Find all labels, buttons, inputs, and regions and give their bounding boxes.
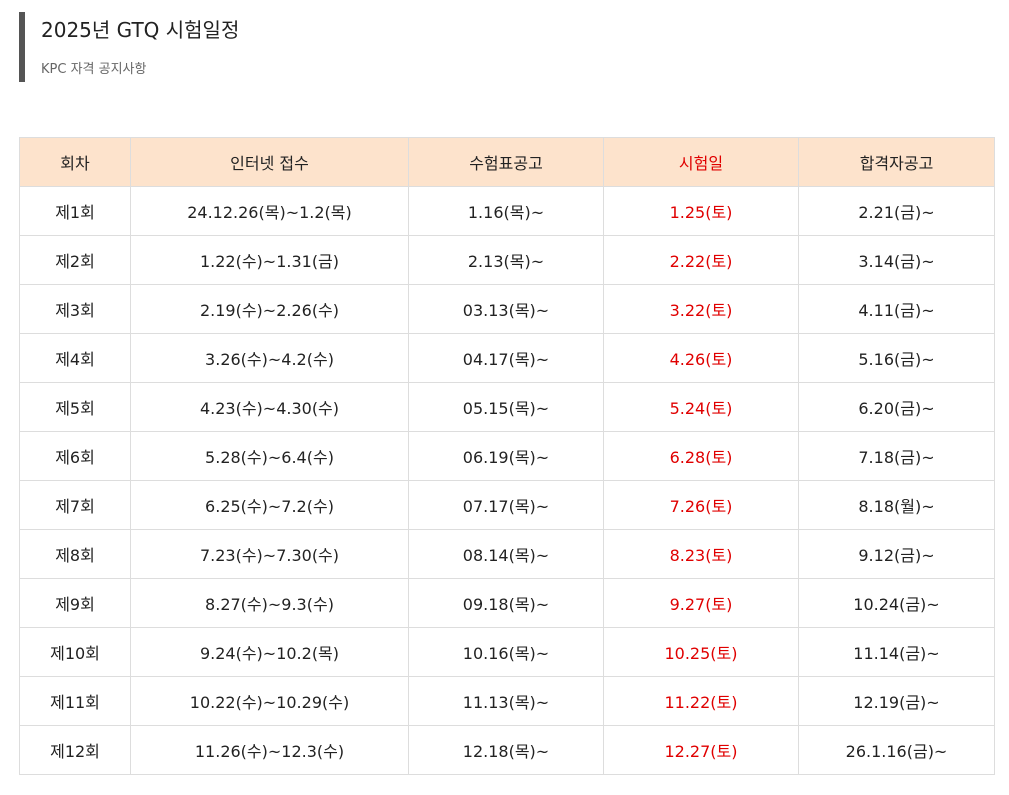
table-row: 제9회 8.27(수)~9.3(수) 09.18(목)~ 9.27(토) 10.…: [19, 578, 995, 628]
table-row: 제11회 10.22(수)~10.29(수) 11.13(목)~ 11.22(토…: [19, 676, 995, 726]
column-header-admission-ticket: 수험표공고: [408, 137, 604, 187]
cell-online-registration: 1.22(수)~1.31(금): [130, 235, 409, 285]
cell-exam-date: 10.25(토): [603, 627, 799, 677]
cell-admission-ticket: 04.17(목)~: [408, 333, 604, 383]
table-row: 제3회 2.19(수)~2.26(수) 03.13(목)~ 3.22(토) 4.…: [19, 284, 995, 334]
cell-exam-date: 6.28(토): [603, 431, 799, 481]
cell-online-registration: 5.28(수)~6.4(수): [130, 431, 409, 481]
cell-result-announcement: 11.14(금)~: [798, 627, 995, 677]
cell-result-announcement: 7.18(금)~: [798, 431, 995, 481]
cell-admission-ticket: 06.19(목)~: [408, 431, 604, 481]
cell-online-registration: 9.24(수)~10.2(목): [130, 627, 409, 677]
page-subtitle: KPC 자격 공지사항: [41, 62, 147, 77]
cell-admission-ticket: 05.15(목)~: [408, 382, 604, 432]
page-header: 2025년 GTQ 시험일정 KPC 자격 공지사항: [19, 12, 239, 82]
cell-online-registration: 7.23(수)~7.30(수): [130, 529, 409, 579]
column-header-round: 회차: [19, 137, 131, 187]
cell-exam-date: 11.22(토): [603, 676, 799, 726]
cell-result-announcement: 6.20(금)~: [798, 382, 995, 432]
table-row: 제8회 7.23(수)~7.30(수) 08.14(목)~ 8.23(토) 9.…: [19, 529, 995, 579]
cell-exam-date: 4.26(토): [603, 333, 799, 383]
cell-result-announcement: 3.14(금)~: [798, 235, 995, 285]
cell-exam-date: 2.22(토): [603, 235, 799, 285]
cell-exam-date: 5.24(토): [603, 382, 799, 432]
cell-result-announcement: 12.19(금)~: [798, 676, 995, 726]
cell-round: 제5회: [19, 382, 131, 432]
cell-round: 제1회: [19, 186, 131, 236]
cell-exam-date: 12.27(토): [603, 725, 799, 775]
cell-online-registration: 24.12.26(목)~1.2(목): [130, 186, 409, 236]
cell-result-announcement: 5.16(금)~: [798, 333, 995, 383]
table-row: 제7회 6.25(수)~7.2(수) 07.17(목)~ 7.26(토) 8.1…: [19, 480, 995, 530]
cell-admission-ticket: 12.18(목)~: [408, 725, 604, 775]
cell-result-announcement: 9.12(금)~: [798, 529, 995, 579]
cell-round: 제3회: [19, 284, 131, 334]
table-row: 제6회 5.28(수)~6.4(수) 06.19(목)~ 6.28(토) 7.1…: [19, 431, 995, 481]
table-header-row: 회차 인터넷 접수 수험표공고 시험일 합격자공고: [19, 137, 995, 187]
table-row: 제1회 24.12.26(목)~1.2(목) 1.16(목)~ 1.25(토) …: [19, 186, 995, 236]
cell-exam-date: 8.23(토): [603, 529, 799, 579]
cell-online-registration: 10.22(수)~10.29(수): [130, 676, 409, 726]
table-row: 제12회 11.26(수)~12.3(수) 12.18(목)~ 12.27(토)…: [19, 725, 995, 775]
cell-exam-date: 7.26(토): [603, 480, 799, 530]
table-row: 제2회 1.22(수)~1.31(금) 2.13(목)~ 2.22(토) 3.1…: [19, 235, 995, 285]
cell-admission-ticket: 10.16(목)~: [408, 627, 604, 677]
cell-online-registration: 3.26(수)~4.2(수): [130, 333, 409, 383]
column-header-exam-date: 시험일: [603, 137, 799, 187]
exam-schedule-table: 회차 인터넷 접수 수험표공고 시험일 합격자공고 제1회 24.12.26(목…: [19, 137, 995, 775]
cell-round: 제12회: [19, 725, 131, 775]
table-row: 제4회 3.26(수)~4.2(수) 04.17(목)~ 4.26(토) 5.1…: [19, 333, 995, 383]
cell-admission-ticket: 2.13(목)~: [408, 235, 604, 285]
page-title: 2025년 GTQ 시험일정: [41, 18, 240, 42]
cell-exam-date: 1.25(토): [603, 186, 799, 236]
cell-admission-ticket: 07.17(목)~: [408, 480, 604, 530]
cell-admission-ticket: 11.13(목)~: [408, 676, 604, 726]
table-row: 제5회 4.23(수)~4.30(수) 05.15(목)~ 5.24(토) 6.…: [19, 382, 995, 432]
cell-round: 제4회: [19, 333, 131, 383]
cell-result-announcement: 26.1.16(금)~: [798, 725, 995, 775]
cell-result-announcement: 10.24(금)~: [798, 578, 995, 628]
cell-online-registration: 8.27(수)~9.3(수): [130, 578, 409, 628]
table-row: 제10회 9.24(수)~10.2(목) 10.16(목)~ 10.25(토) …: [19, 627, 995, 677]
cell-result-announcement: 4.11(금)~: [798, 284, 995, 334]
cell-online-registration: 2.19(수)~2.26(수): [130, 284, 409, 334]
cell-exam-date: 9.27(토): [603, 578, 799, 628]
cell-round: 제10회: [19, 627, 131, 677]
cell-admission-ticket: 1.16(목)~: [408, 186, 604, 236]
cell-round: 제11회: [19, 676, 131, 726]
column-header-online-registration: 인터넷 접수: [130, 137, 409, 187]
cell-round: 제2회: [19, 235, 131, 285]
cell-admission-ticket: 08.14(목)~: [408, 529, 604, 579]
cell-online-registration: 4.23(수)~4.30(수): [130, 382, 409, 432]
cell-admission-ticket: 09.18(목)~: [408, 578, 604, 628]
cell-online-registration: 6.25(수)~7.2(수): [130, 480, 409, 530]
cell-result-announcement: 2.21(금)~: [798, 186, 995, 236]
cell-round: 제6회: [19, 431, 131, 481]
cell-admission-ticket: 03.13(목)~: [408, 284, 604, 334]
cell-round: 제8회: [19, 529, 131, 579]
cell-online-registration: 11.26(수)~12.3(수): [130, 725, 409, 775]
cell-round: 제9회: [19, 578, 131, 628]
cell-result-announcement: 8.18(월)~: [798, 480, 995, 530]
column-header-result-announcement: 합격자공고: [798, 137, 995, 187]
cell-round: 제7회: [19, 480, 131, 530]
cell-exam-date: 3.22(토): [603, 284, 799, 334]
